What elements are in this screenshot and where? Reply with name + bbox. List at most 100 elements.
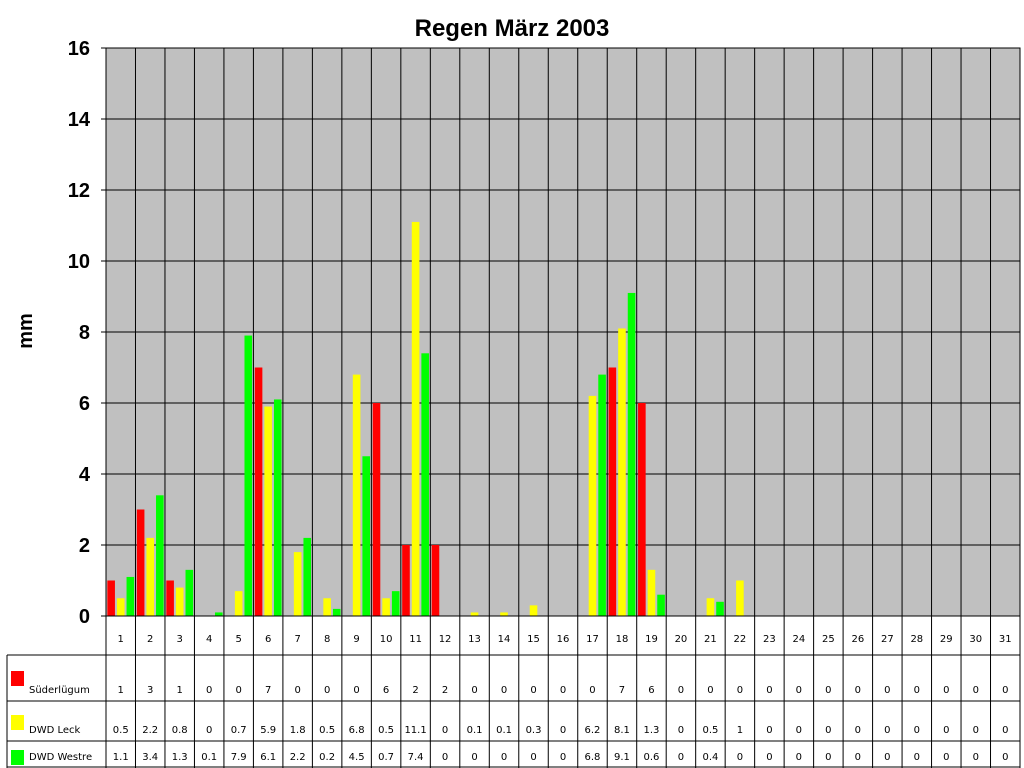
table-cell: 7 <box>619 685 625 696</box>
table-cell: 0 <box>589 685 595 696</box>
bar <box>391 591 400 616</box>
x-tick-label: 25 <box>822 634 835 645</box>
table-cell: 0 <box>943 685 949 696</box>
bar <box>175 587 184 616</box>
bar <box>716 601 724 616</box>
table-cell: 0 <box>560 685 566 696</box>
table-cell: 0 <box>707 685 713 696</box>
table-cell: 1.8 <box>290 725 306 736</box>
bar <box>529 605 538 616</box>
table-cell: 0.7 <box>231 725 247 736</box>
table-cell: 0 <box>796 725 802 736</box>
table-cell: 0 <box>530 752 536 763</box>
table-cell: 6 <box>648 685 654 696</box>
table-cell: 0.1 <box>467 725 483 736</box>
table-cell: 11.1 <box>404 725 426 736</box>
table-cell: 0 <box>324 685 330 696</box>
legend-swatch <box>11 671 24 686</box>
bar <box>185 569 194 616</box>
table-cell: 0 <box>530 685 536 696</box>
table-cell: 0 <box>973 752 979 763</box>
table-cell: 2 <box>442 685 448 696</box>
bar <box>421 353 429 616</box>
y-ticks: 0 2 4 6 8 10 12 14 16 <box>68 38 106 628</box>
y-tick-label: 14 <box>68 109 91 131</box>
table-cell: 0 <box>206 725 212 736</box>
x-tick-label: 29 <box>940 634 953 645</box>
bar <box>647 569 656 616</box>
x-tick-label: 7 <box>294 634 300 645</box>
bar <box>146 537 155 616</box>
bar <box>598 374 606 616</box>
table-cell: 0.3 <box>526 725 542 736</box>
bar <box>618 328 626 616</box>
bar <box>126 576 135 616</box>
table-cell: 0 <box>884 685 890 696</box>
table-cell: 0 <box>943 752 949 763</box>
table-cell: 3.4 <box>142 752 158 763</box>
bar <box>500 612 508 616</box>
table-cell: 1.3 <box>172 752 188 763</box>
table-cell: 0 <box>678 725 684 736</box>
bar <box>156 495 164 616</box>
x-tick-label: 1 <box>118 634 124 645</box>
table-cell: 0 <box>442 752 448 763</box>
table-cell: 0 <box>678 685 684 696</box>
bar <box>470 612 479 616</box>
bar <box>431 545 440 616</box>
x-tick-label: 16 <box>557 634 570 645</box>
x-tick-label: 31 <box>999 634 1012 645</box>
bar <box>382 598 390 616</box>
table-cell: 0.8 <box>172 725 188 736</box>
legend-swatch <box>11 750 24 765</box>
table-cell: 0.5 <box>378 725 394 736</box>
table-cell: 1.1 <box>113 752 129 763</box>
table-cell: 7.9 <box>231 752 247 763</box>
table-cell: 0 <box>766 725 772 736</box>
x-tick-label: 3 <box>177 634 183 645</box>
table-cell: 3 <box>147 685 153 696</box>
y-tick-label: 2 <box>79 535 90 557</box>
table-cell: 6.2 <box>585 725 601 736</box>
table-cell: 1 <box>118 685 124 696</box>
x-tick-label: 5 <box>235 634 241 645</box>
bar <box>254 367 263 616</box>
table-cell: 0.4 <box>702 752 718 763</box>
legend-label: Süderlügum <box>29 685 90 696</box>
table-cell: 0 <box>560 725 566 736</box>
table-cell: 0 <box>442 725 448 736</box>
chart-title: Regen März 2003 <box>415 15 610 42</box>
table-cell: 0 <box>501 685 507 696</box>
x-tick-label: 4 <box>206 634 212 645</box>
x-tick-label: 8 <box>324 634 330 645</box>
bar <box>332 608 341 616</box>
table-cell: 0 <box>855 752 861 763</box>
y-tick-label: 0 <box>79 606 90 628</box>
bar <box>214 612 223 616</box>
y-axis-label: mm <box>15 313 37 349</box>
table-cell: 7.4 <box>408 752 424 763</box>
bar <box>264 406 272 616</box>
table-cell: 0 <box>471 752 477 763</box>
x-tick-label: 19 <box>645 634 658 645</box>
x-tick-label: 21 <box>704 634 717 645</box>
legend-label: DWD Leck <box>29 725 81 736</box>
bar <box>706 598 715 616</box>
table-cell: 6.8 <box>349 725 365 736</box>
y-tick-label: 8 <box>79 322 90 344</box>
table-cell: 0 <box>973 685 979 696</box>
y-tick-label: 12 <box>68 180 90 202</box>
table-cell: 0 <box>766 685 772 696</box>
table-cell: 0 <box>914 752 920 763</box>
x-tick-label: 10 <box>380 634 393 645</box>
y-tick-label: 16 <box>68 38 90 60</box>
bar <box>116 598 125 616</box>
table-cell: 1 <box>737 725 743 736</box>
table-cell: 0 <box>884 725 890 736</box>
grid-lines <box>105 47 1021 617</box>
table-cell: 0 <box>766 752 772 763</box>
bar <box>372 403 381 616</box>
table-cell: 0 <box>206 685 212 696</box>
bar <box>411 221 420 616</box>
bar <box>166 580 174 616</box>
